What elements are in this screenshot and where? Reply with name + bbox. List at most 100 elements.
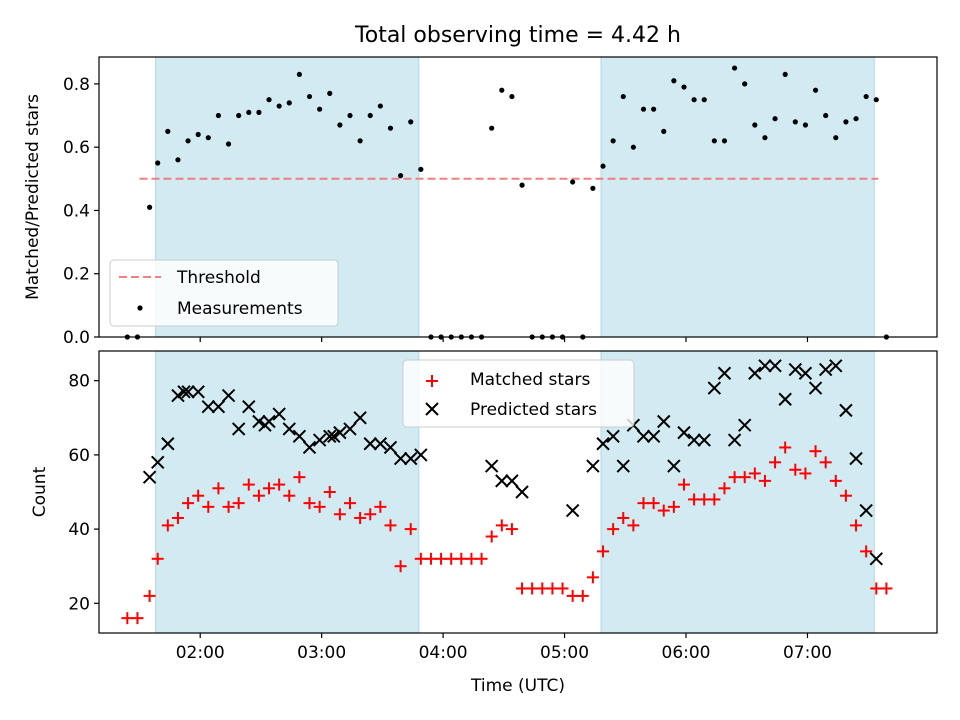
matched-point [607, 523, 620, 536]
measurement-point [195, 131, 201, 138]
matched-point [293, 471, 306, 484]
measurement-point [185, 138, 191, 144]
ratio-panel-frame [98, 56, 938, 338]
predicted-point [849, 451, 863, 466]
matched-point [728, 471, 741, 484]
measurement-point [833, 135, 839, 141]
measurement-point [306, 93, 313, 100]
predicted-point [161, 437, 175, 451]
predicted-point [687, 433, 701, 447]
predicted-point [839, 403, 853, 418]
ratio-ytick-label: 0.4 [63, 201, 90, 221]
measurement-point [357, 138, 363, 144]
measurement-point [853, 116, 859, 122]
predicted-point [383, 440, 398, 455]
measurement-point [661, 128, 667, 134]
predicted-point [515, 485, 529, 499]
predicted-point [707, 381, 722, 395]
matched-point [182, 497, 195, 510]
predicted-point [272, 407, 286, 421]
predicted-point [657, 414, 671, 429]
matched-point [354, 511, 367, 524]
matched-point [333, 508, 346, 521]
measurement-point [610, 138, 616, 144]
measurement-point [630, 144, 636, 150]
matched-point [627, 519, 640, 532]
predicted-point [818, 362, 833, 377]
matched-point [799, 467, 812, 480]
matched-point [758, 474, 771, 487]
matched-point [647, 497, 660, 510]
predicted-point [302, 440, 317, 455]
predicted-point [191, 385, 205, 399]
measurement-point [731, 65, 738, 71]
measurement-point [782, 71, 788, 78]
matched-point [526, 582, 539, 595]
predicted-point [596, 437, 610, 451]
measurement-point [397, 173, 404, 179]
measurement-point [276, 103, 282, 109]
matched-point [617, 511, 630, 524]
measurement-point [489, 125, 495, 131]
matched-point [769, 456, 782, 469]
matched-point [171, 511, 184, 524]
measurement-point [256, 109, 262, 115]
matched-point [161, 519, 174, 532]
measurement-point [387, 125, 394, 131]
matched-point [212, 482, 225, 495]
measurement-point [762, 135, 768, 141]
measurement-point [823, 112, 829, 119]
matched-point [151, 552, 164, 565]
matched-point [819, 456, 832, 469]
ratio-ytick-label: 0.0 [63, 328, 90, 348]
measurement-point [802, 122, 809, 128]
measurement-point [327, 90, 333, 96]
xtick-label: 02:00 [176, 643, 225, 663]
matched-point [809, 445, 822, 458]
predicted-point [829, 359, 843, 373]
predicted-point [495, 474, 509, 488]
matched-point [242, 478, 255, 491]
matched-point [516, 582, 529, 595]
measurement-point [266, 97, 272, 103]
matched-point [677, 478, 690, 491]
matched-point [343, 497, 356, 510]
x-axis-label: Time (UTC) [470, 676, 565, 696]
count-panel-frame [98, 350, 938, 634]
ratio-ytick-label: 0.8 [63, 75, 90, 95]
predicted-point [363, 437, 377, 451]
matched-point [263, 482, 276, 495]
legend-measurement-swatch [137, 305, 143, 311]
xtick-label: 07:00 [783, 643, 832, 663]
matched-point [252, 489, 265, 502]
predicted-point [606, 429, 620, 444]
predicted-point [677, 425, 691, 440]
measurement-point [873, 97, 879, 103]
matched-point [505, 523, 518, 536]
count-ytick-label: 60 [68, 446, 90, 466]
matched-point [657, 504, 670, 517]
predicted-point [171, 388, 185, 403]
legend-matched-label: Matched stars [470, 370, 590, 390]
ratio-ytick-label: 0.2 [63, 265, 90, 285]
matched-point [384, 519, 397, 532]
predicted-point [636, 429, 651, 444]
predicted-point [484, 459, 499, 473]
matched-point [374, 500, 387, 513]
matched-point [404, 523, 417, 536]
measurement-point [337, 122, 343, 128]
xtick-label: 03:00 [297, 643, 346, 663]
measurement-point [236, 112, 242, 119]
predicted-point [177, 385, 191, 399]
predicted-point [333, 425, 347, 440]
matched-point [597, 545, 610, 558]
predicted-point [292, 429, 307, 444]
count-legend-box [402, 359, 635, 428]
matched-point [414, 552, 427, 565]
matched-point [273, 478, 286, 491]
xtick-label: 06:00 [662, 643, 711, 663]
ratio-panel: 0.00.20.40.60.8 Matched/Predicted stars … [23, 56, 938, 348]
measurement-point [600, 163, 606, 169]
measurement-point [205, 135, 211, 141]
